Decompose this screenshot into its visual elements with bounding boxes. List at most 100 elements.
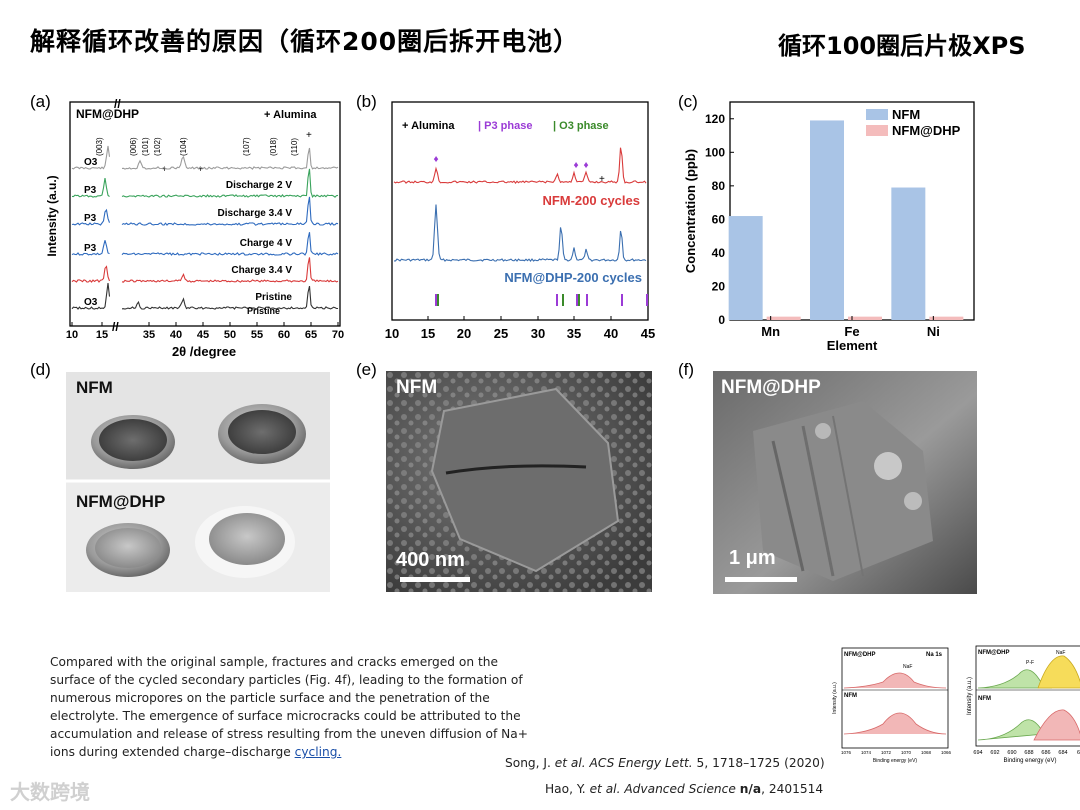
xrd-phase-label: P3: [84, 185, 97, 196]
xrd-curve: [121, 285, 338, 310]
xps-right-xticks: 694 692 690 688 686 684 68: [973, 750, 1080, 756]
body-paragraph: Compared with the original sample, fract…: [50, 653, 542, 761]
xrd-peak-label: (006): [129, 137, 138, 156]
alumina-marker: +: [198, 164, 203, 174]
legend-swatch: [866, 109, 888, 120]
xrd-curve-left: [71, 145, 111, 170]
xps-left-element: Na 1s: [926, 652, 943, 658]
body-text: Compared with the original sample, fract…: [50, 655, 528, 759]
reference-bar: [562, 294, 564, 306]
xps-xtick: 692: [990, 750, 999, 756]
panel-a-peak-labels: (003) (006) (101) (102) (104) (107) (018) (110)…: [95, 130, 312, 174]
xtick-label: 45: [197, 329, 209, 341]
panel-f-label: NFM@DHP: [721, 377, 821, 398]
xrd-curve-nfm: [393, 147, 647, 184]
xrd-phase-label: O3: [84, 297, 98, 308]
reference-2: Hao, Y. et al. Advanced Science n/a, 240…: [545, 782, 824, 796]
xrd-curve-nfm-dhp: [394, 204, 647, 263]
alumina-marker: +: [599, 174, 605, 185]
xps-right-top-label: NFM@DHP: [978, 650, 1010, 656]
panel-c-yticks: 0 20 40 60 80 100 120: [705, 112, 734, 327]
reference-bar: [578, 294, 580, 306]
xrd-peak-label: (101): [141, 137, 150, 156]
alumina-marker: +: [162, 164, 167, 174]
panel-a-alumina-label: + Alumina: [264, 109, 317, 121]
xtick-label: 30: [531, 326, 545, 341]
xrd-peak-label: (110): [290, 138, 299, 156]
panel-b-curves: ♦ ♦ ♦ +: [393, 147, 647, 263]
xrd-curve-left: [71, 178, 110, 198]
xps-xtick: 694: [973, 750, 982, 756]
xtick-label: 65: [305, 329, 317, 341]
panel-d-label-bottom: NFM@DHP: [76, 492, 166, 511]
xtick-label: 45: [641, 326, 655, 341]
xps-left-peak: NaF: [903, 664, 912, 670]
panel-e-drawing: [386, 371, 652, 592]
cycling-link[interactable]: cycling.: [294, 745, 342, 759]
panel-b-letter: (b): [356, 92, 377, 111]
panel-e-letter: (e): [356, 360, 377, 379]
ytick-label: 0: [718, 313, 725, 327]
panel-a-ylabel: Intensity (a.u.): [45, 175, 59, 256]
p3-marker: ♦: [573, 160, 578, 171]
xps-left-top-label: NFM@DHP: [844, 652, 876, 658]
panel-b-legend-o3: | O3 phase: [553, 120, 609, 132]
xps-right-bottom-label: NFM: [978, 696, 991, 702]
xps-right-peak2: NaF: [1056, 650, 1065, 656]
xtick-label: 55: [251, 329, 263, 341]
panel-f-scale-text: 1 μm: [729, 547, 776, 569]
panel-e-sem-image: NFM 400 nm: [386, 371, 652, 592]
sem-particle-coated: [753, 401, 933, 581]
panel-b-bottom-label: NFM@DHP-200 cycles: [504, 270, 642, 285]
xrd-peak-label: (104): [179, 137, 188, 156]
bar-nfm-fe: [810, 120, 844, 320]
xps-f1s-thumbnail: NFM@DHP P-F NaF NFM 694 692 690 688 686 684 68…: [967, 645, 1080, 764]
slide-title: 解释循环改善的原因（循环200圈后拆开电池）: [30, 27, 580, 56]
legend-label: NFM@DHP: [892, 123, 961, 138]
xps-xtick: 1070: [901, 750, 912, 755]
watermark: 大数跨境: [10, 780, 90, 804]
xrd-curve-label: Charge 4 V: [240, 238, 293, 249]
panel-d-letter: (d): [30, 360, 51, 379]
p3-marker: ♦: [583, 160, 588, 171]
panel-b-legend-alumina: + Alumina: [402, 120, 455, 132]
panel-d-drawing: [66, 372, 330, 592]
xps-na1s-thumbnail: NFM@DHP Na 1s NaF NFM 1076 1074 1072 1070 10…: [832, 647, 952, 764]
panel-a-xticks: 10 15 35 40 45 50 55 60 65 70: [66, 322, 344, 341]
xrd-curve: [121, 232, 339, 256]
xps-left-xticks: 1076 1074 1072 1070 1068 1066: [841, 750, 952, 755]
xrd-curve: [121, 147, 339, 170]
xrd-curve-label: Pristine: [255, 292, 292, 303]
panel-c-letter: (c): [678, 92, 698, 111]
bar-nfm-dhp-fe: [848, 316, 882, 320]
xps-xtick: 68: [1077, 750, 1080, 756]
bar-nfm-ni: [891, 187, 926, 320]
reference-bar: [435, 294, 437, 306]
xrd-peak-label: (107): [242, 137, 251, 156]
xrd-curve: [121, 257, 339, 283]
xps-right-ylabel: Intensity (a.u.): [967, 677, 973, 715]
xps-left-ylabel: Intensity (a.u.): [832, 682, 838, 714]
xrd-curve-left: [71, 240, 110, 256]
xrd-peak-label: (003): [95, 137, 104, 156]
ytick-label: 20: [712, 279, 726, 293]
axis-break-bottom: //: [112, 320, 119, 334]
alumina-marker: +: [306, 130, 312, 141]
xrd-curve-label: Discharge 3.4 V: [218, 208, 293, 219]
xtick-label: 70: [332, 329, 344, 341]
xrd-curve: [121, 196, 339, 226]
p3-marker: ♦: [433, 154, 438, 165]
xps-xtick: 1072: [881, 750, 892, 755]
xps-xtick: 684: [1058, 750, 1067, 756]
xps-xtick: 1076: [841, 750, 852, 755]
xps-left-xlabel: Binding energy (eV): [873, 758, 918, 764]
xtick-label: 40: [170, 329, 182, 341]
panel-a-xrd-chart: // // NFM@DHP + Alumina (003) (006) (101)(…: [45, 97, 344, 359]
xrd-curve-label: Charge 3.4 V: [231, 265, 292, 276]
legend-label: NFM: [892, 107, 920, 122]
category-label: Fe: [844, 324, 859, 339]
xrd-curve-left: [71, 283, 111, 310]
panel-f-letter: (f): [678, 360, 695, 379]
ytick-label: 120: [705, 112, 725, 126]
